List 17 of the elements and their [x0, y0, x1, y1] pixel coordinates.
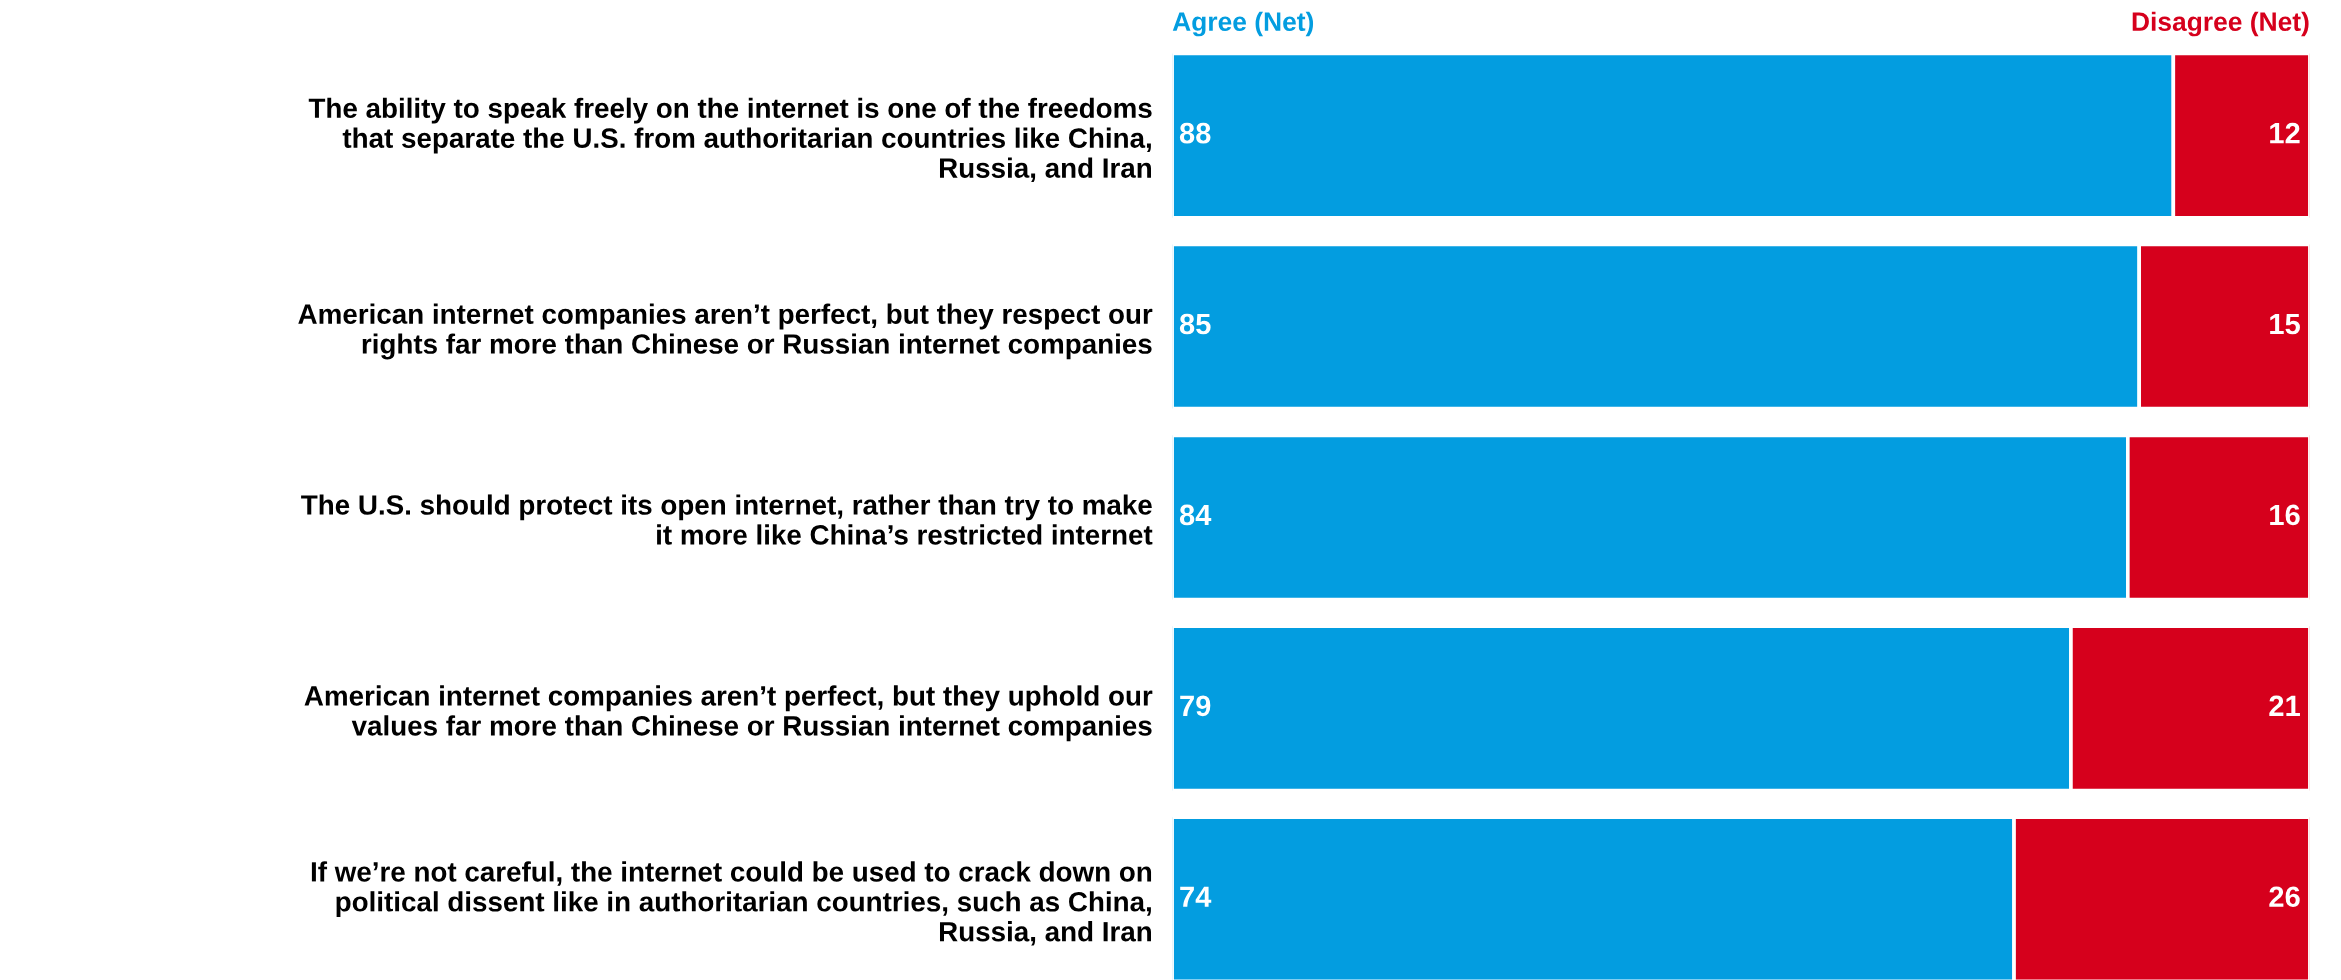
y-tick-label: The U.S. should protect its open internet, rather than try to make it more like China’s restricted internet [301, 494, 1153, 545]
data-label: 15 [2270, 314, 2300, 335]
data-label: 84 [1179, 504, 1212, 526]
series-label: Disagree (Net) [2132, 11, 2309, 37]
y-tick-label: American internet companies aren’t perfect, but they respect our rights far more than Chinese or Russian internet companies [298, 303, 1153, 360]
y-tick-label: The ability to speak freely on the internet is one of the freedoms that separate the U.S. from authoritarian countries like China, Russia, and Iran [308, 97, 1152, 182]
data-label: 21 [2269, 695, 2300, 716]
data-label: 88 [1179, 122, 1211, 144]
data-label: 12 [2270, 122, 2300, 144]
data-label: 85 [1179, 313, 1211, 335]
data-label: 26 [2269, 886, 2300, 908]
series-label: Agree (Net) [1172, 11, 1314, 37]
y-tick-label: American internet companies aren’t perfect, but they uphold our values far more than Chinese or Russian internet companies [304, 685, 1153, 742]
data-label: 16 [2270, 504, 2300, 526]
y-tick-label: If we’re not careful, the internet could be used to crack down on political dissent like in authoritarian countries, such as China, Russia, and Iran [311, 861, 1152, 946]
data-label: 74 [1180, 886, 1212, 907]
data-label: 79 [1180, 695, 1211, 717]
